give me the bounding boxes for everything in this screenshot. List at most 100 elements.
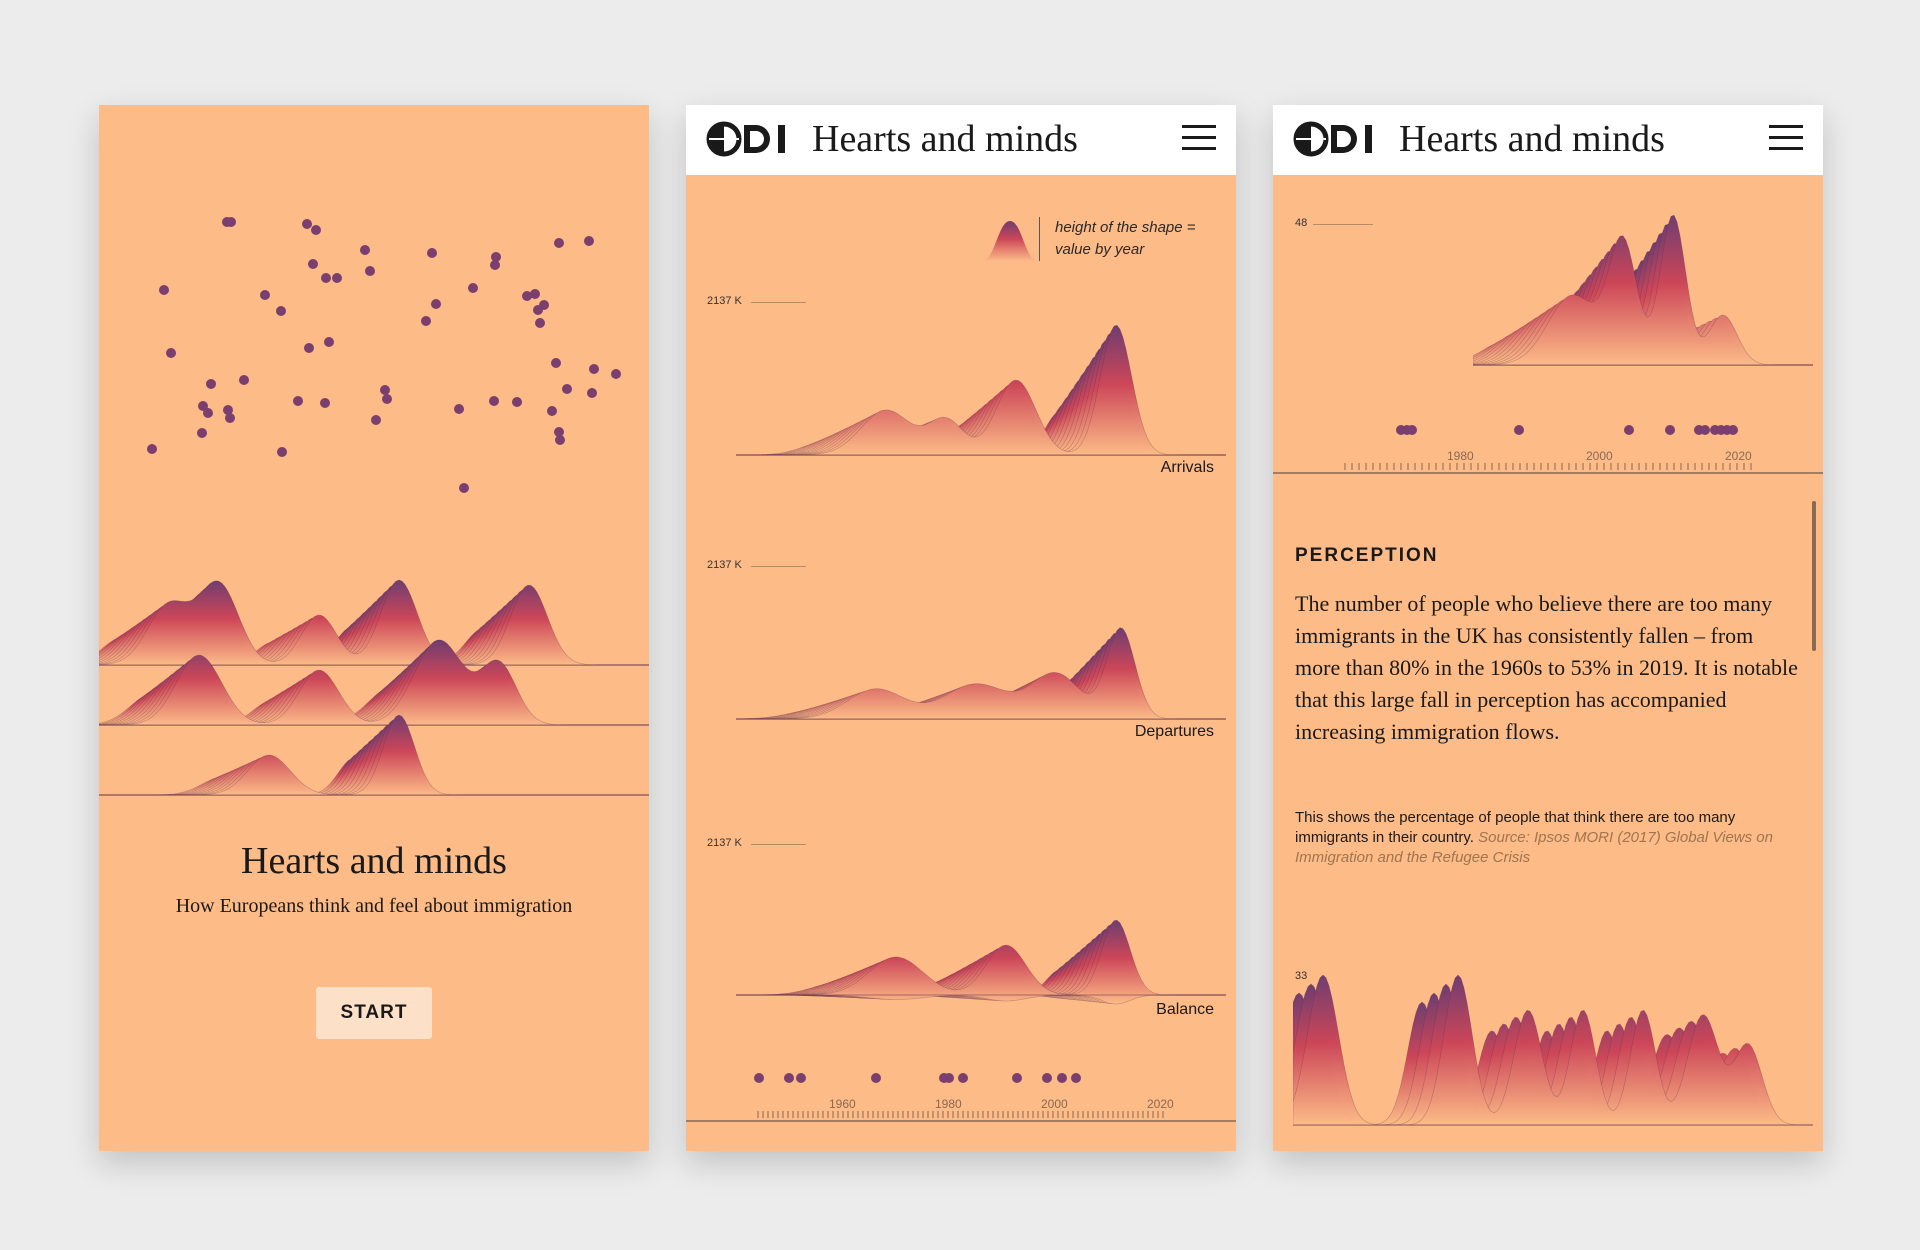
year-label: 1980: [1447, 449, 1474, 463]
dot-marker: [320, 398, 330, 408]
top-ridge-chart: [1473, 215, 1813, 366]
timeline-ruler[interactable]: [1273, 461, 1823, 485]
balance-chart: [736, 919, 1226, 1005]
arrivals-chart: [736, 324, 1226, 456]
dot-marker: [522, 291, 532, 301]
perception-body: The number of people who believe there a…: [1295, 591, 1798, 744]
departures-chart: [736, 627, 1226, 720]
perception-screen: Hearts and minds 48 1980 2000 2020 PERCE…: [1273, 105, 1823, 1151]
dot-marker: [754, 1073, 764, 1083]
arrivals-max-line: [751, 302, 806, 303]
dot-marker: [293, 396, 303, 406]
dot-marker: [1057, 1073, 1067, 1083]
dot-marker: [535, 318, 545, 328]
timeline-ruler[interactable]: [686, 1109, 1236, 1129]
dot-marker: [206, 379, 216, 389]
dot-marker: [1728, 425, 1738, 435]
ridge-layer: [736, 919, 1226, 1005]
note-text: This shows the percentage of people that…: [1295, 809, 1736, 846]
year-label: 1960: [829, 1097, 856, 1111]
dot-marker: [551, 358, 561, 368]
dot-marker: [944, 1073, 954, 1083]
dot-marker: [197, 428, 207, 438]
year-label: 1980: [935, 1097, 962, 1111]
dot-marker: [530, 289, 540, 299]
dot-marker: [555, 435, 565, 445]
dot-marker: [147, 444, 157, 454]
hamburger-menu-icon[interactable]: [1182, 125, 1216, 151]
dot-marker: [589, 364, 599, 374]
section-label: PERCEPTION: [1295, 545, 1439, 566]
year-label: 2020: [1147, 1097, 1174, 1111]
departures-label: Departures: [1134, 723, 1214, 740]
scrollbar[interactable]: [1812, 501, 1816, 651]
dot-marker: [468, 283, 478, 293]
year-label: 2020: [1725, 449, 1752, 463]
balance-max-line: [751, 844, 806, 845]
dot-marker: [1694, 425, 1704, 435]
dot-marker: [554, 427, 564, 437]
hamburger-menu-icon[interactable]: [1769, 125, 1803, 151]
dot-marker: [311, 225, 321, 235]
legend-bracket: [1039, 217, 1040, 261]
source-text: Source: Ipsos MORI (2017) Global Views o…: [1295, 829, 1773, 866]
dot-marker: [380, 385, 390, 395]
dot-marker: [421, 316, 431, 326]
dot-marker: [239, 375, 249, 385]
dot-marker: [547, 406, 557, 416]
header-title: Hearts and minds: [1399, 118, 1665, 160]
bottom-chart-max-label: 33: [1295, 970, 1308, 982]
dot-marker: [159, 285, 169, 295]
ridge-layer: [99, 579, 649, 666]
dot-marker: [539, 300, 549, 310]
dot-marker: [611, 369, 621, 379]
dot-marker: [1722, 425, 1732, 435]
dot-marker: [533, 305, 543, 315]
odi-logo[interactable]: [1293, 119, 1379, 159]
dot-marker: [427, 248, 437, 258]
arrivals-label: Arrivals: [1160, 459, 1214, 476]
app-header: Hearts and minds: [1273, 105, 1823, 175]
dot-marker: [223, 405, 233, 415]
cover-mountains: [99, 579, 649, 796]
dot-marker: [365, 266, 375, 276]
dot-marker: [1624, 425, 1634, 435]
dot-marker: [1710, 425, 1720, 435]
dot-marker: [324, 337, 334, 347]
dot-marker: [198, 401, 208, 411]
flows-screen: Hearts and minds height of the shape = v…: [686, 105, 1236, 1151]
dot-marker: [459, 483, 469, 493]
dot-marker: [1407, 425, 1417, 435]
dot-marker: [203, 408, 213, 418]
dot-marker: [226, 217, 236, 227]
odi-logo[interactable]: [706, 119, 792, 159]
ridge-layer: [736, 324, 1226, 456]
dot-marker: [1042, 1073, 1052, 1083]
dot-marker: [554, 238, 564, 248]
perception-note: This shows the percentage of people that…: [1295, 808, 1800, 868]
dot-marker: [1700, 425, 1710, 435]
dot-marker: [489, 396, 499, 406]
dot-marker: [332, 273, 342, 283]
dot-marker: [1396, 425, 1406, 435]
cover-title: Hearts and minds: [241, 840, 507, 882]
dot-marker: [277, 447, 287, 457]
bottom-ridge-chart: [1293, 975, 1813, 1126]
legend-text: height of the shape = value by year: [1055, 219, 1196, 258]
arrivals-max-label: 2137 K: [707, 295, 742, 307]
dot-marker: [587, 388, 597, 398]
cover-subtitle: How Europeans think and feel about immig…: [175, 895, 573, 917]
balance-label: Balance: [1156, 1001, 1214, 1018]
dot-marker: [302, 219, 312, 229]
start-button[interactable]: START: [316, 987, 432, 1039]
year-label: 2000: [1586, 449, 1613, 463]
top-chart-max-label: 48: [1295, 217, 1308, 229]
ridge-layer: [1473, 215, 1813, 366]
dot-marker: [360, 245, 370, 255]
app-header: Hearts and minds: [686, 105, 1236, 175]
dot-marker: [308, 259, 318, 269]
dot-marker: [321, 273, 331, 283]
dot-marker: [1012, 1073, 1022, 1083]
header-title: Hearts and minds: [812, 118, 1078, 160]
dot-marker: [491, 252, 501, 262]
